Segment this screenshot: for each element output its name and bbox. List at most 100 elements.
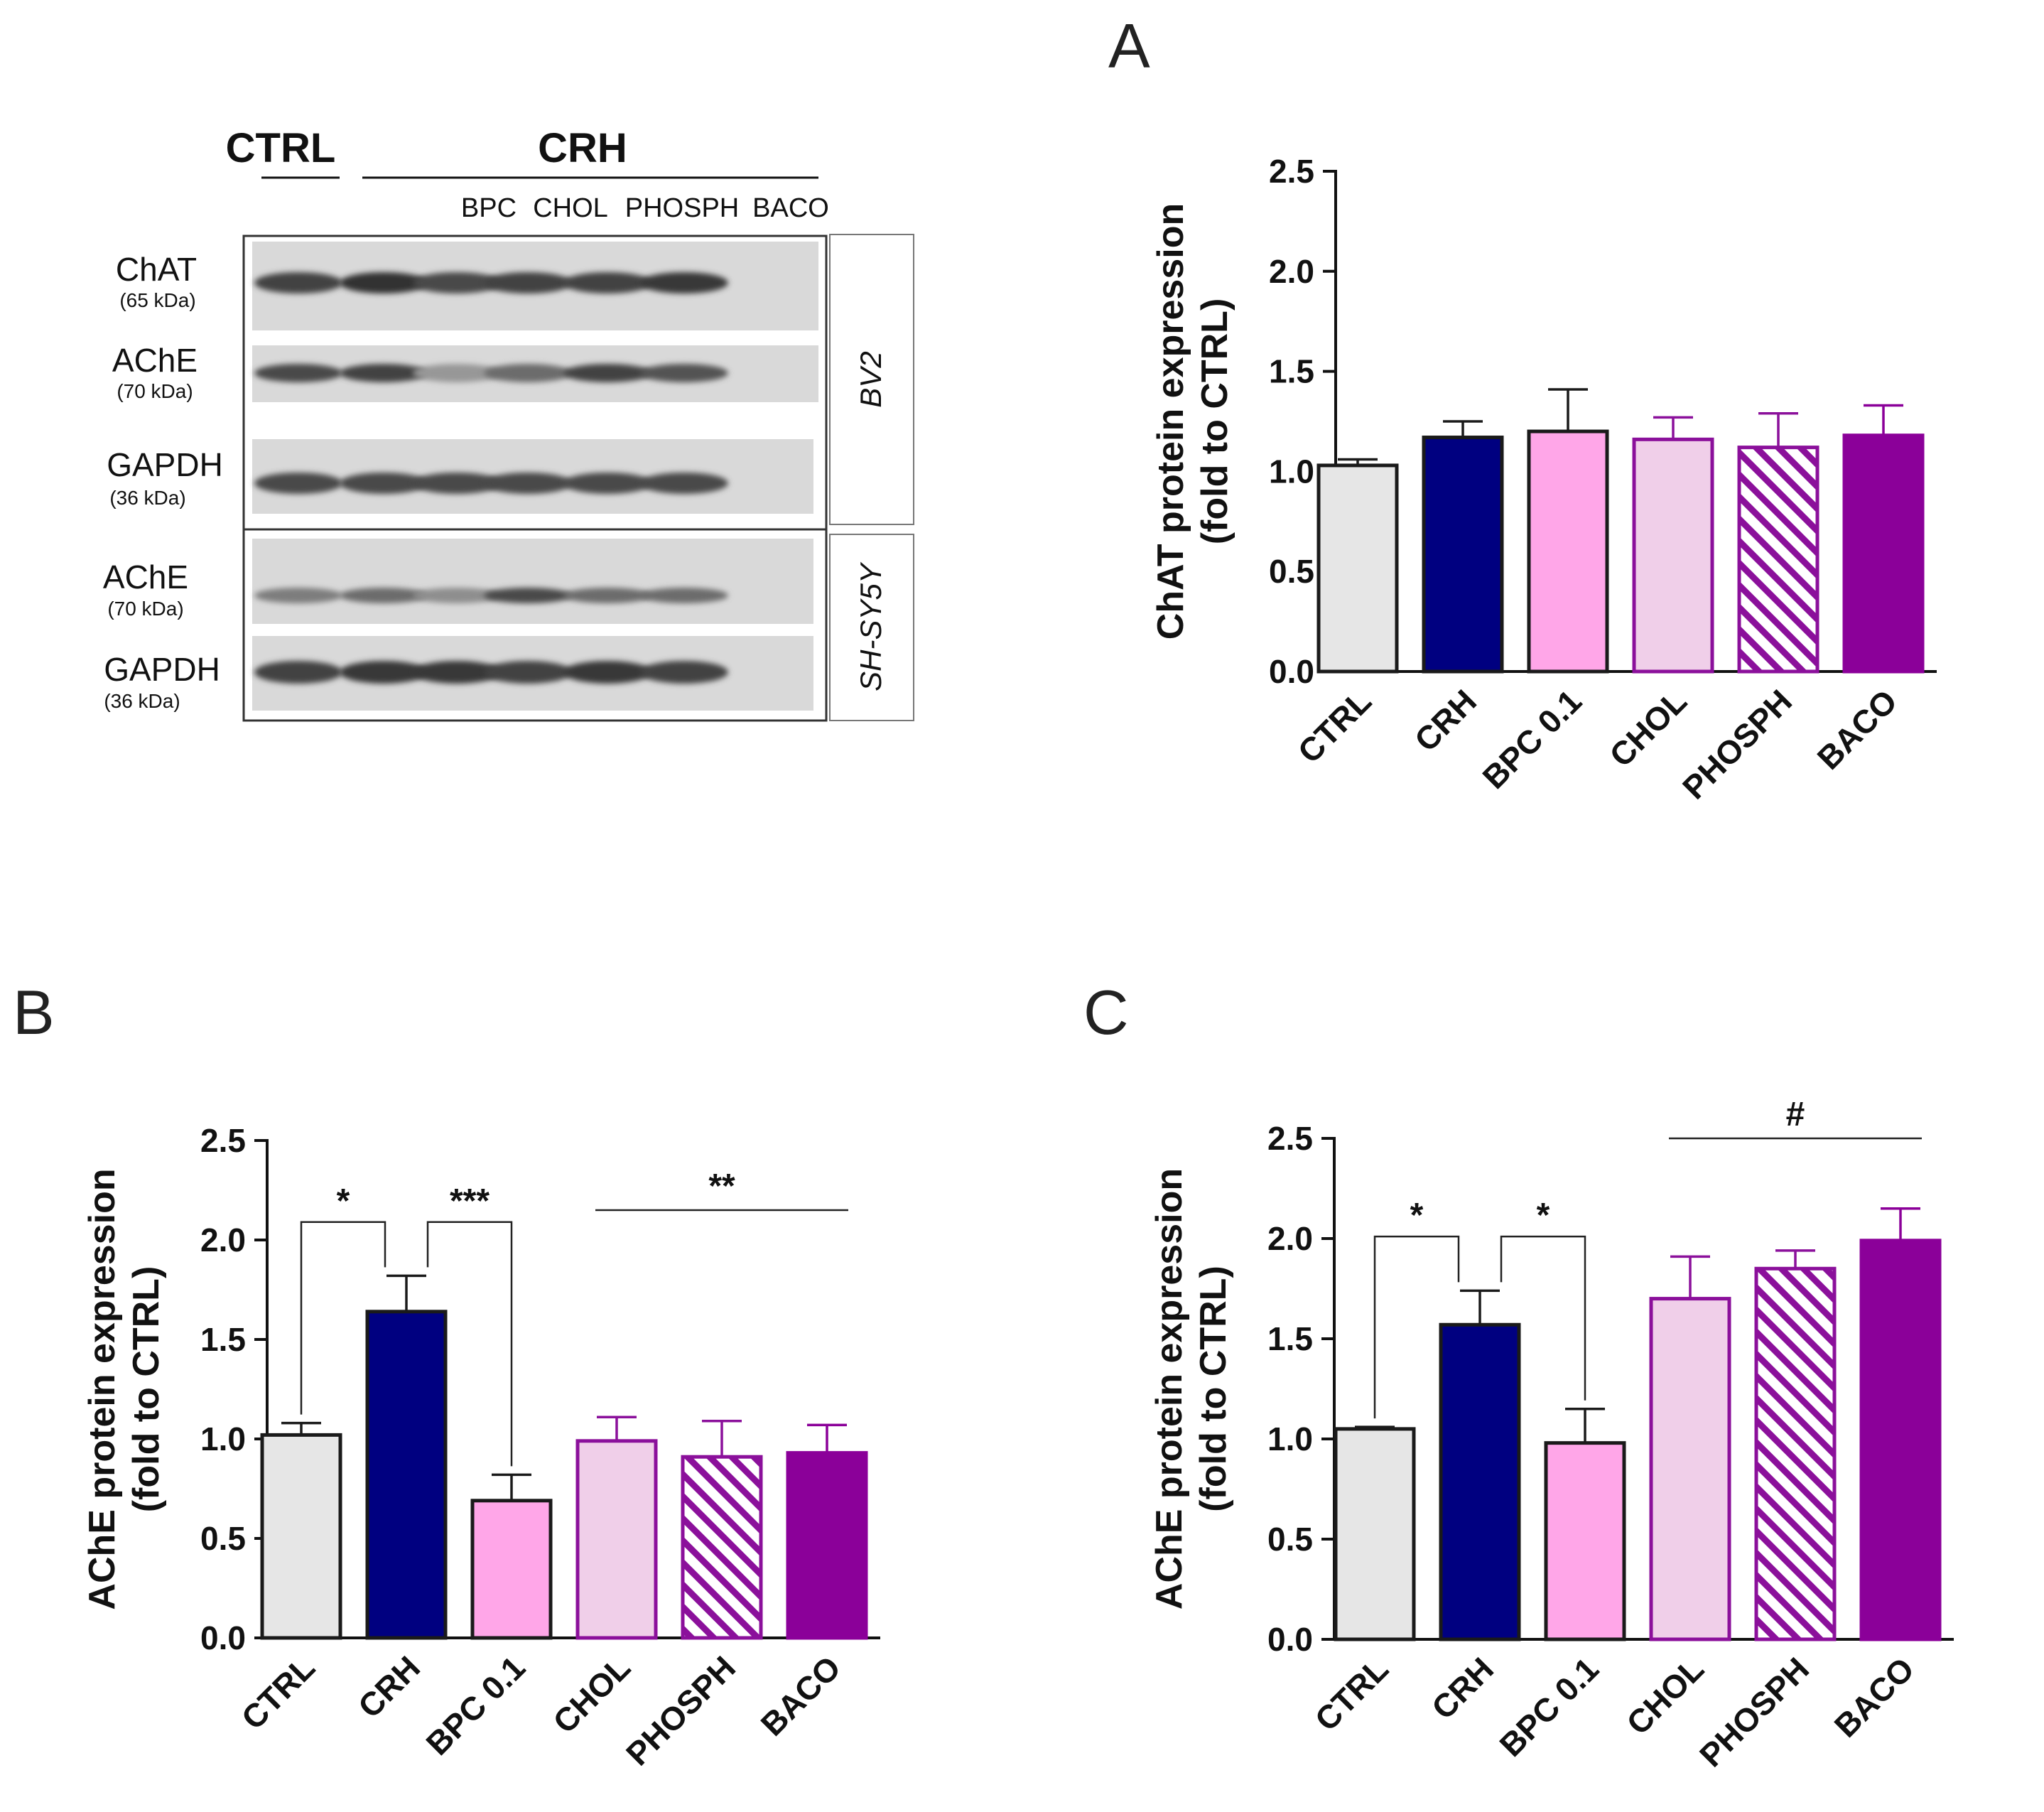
blot-band (254, 473, 342, 494)
blot-band (254, 588, 342, 603)
blot-lane-label: PHOSPH (625, 193, 739, 223)
y-tick-label: 0.5 (1269, 553, 1314, 590)
blot-band (484, 588, 572, 603)
y-tick-label: 1.5 (200, 1321, 246, 1358)
blot-band (340, 661, 428, 684)
western-blot: CTRL CRH BPC CHOL PHOSPH BACO ChAT (65 k… (103, 125, 914, 722)
y-tick-label: 0.5 (200, 1520, 246, 1557)
significance-bracket (300, 1221, 386, 1415)
bar (260, 1433, 342, 1640)
bar (786, 1451, 868, 1640)
y-axis-label: (fold to CTRL) (126, 1266, 167, 1513)
bar (1334, 1427, 1416, 1641)
blot-band (340, 588, 428, 603)
cell-line-box-shsy5y (829, 534, 914, 721)
blot-band (563, 661, 651, 684)
x-tick-label: BPC 0.1 (1475, 682, 1589, 796)
y-tick-label: 2.0 (1269, 253, 1314, 290)
blot-band (413, 661, 501, 684)
y-axis-label: (fold to CTRL) (1194, 298, 1235, 545)
x-tick-label: BPC 0.1 (1492, 1650, 1606, 1764)
cell-line-label-shsy5y: SH-SY5Y (854, 561, 887, 691)
blot-band (413, 364, 501, 382)
bar (1439, 1322, 1521, 1641)
significance-bracket (426, 1221, 513, 1467)
bar (1754, 1266, 1837, 1641)
blot-band (340, 473, 428, 494)
y-tick-label: 0.0 (200, 1619, 246, 1656)
panel-letter-c: C (1083, 977, 1129, 1047)
bar (1544, 1441, 1626, 1641)
x-tick-label: PHOSPH (1692, 1650, 1816, 1774)
chart-panel-a: ChAT protein expression (fold to CTRL) 0.0… (1150, 153, 1937, 806)
x-tick-label: PHOSPH (1675, 682, 1799, 806)
bar (470, 1499, 553, 1640)
blot-strip (252, 539, 813, 624)
y-tick-label: 1.5 (1269, 353, 1314, 390)
blot-band (484, 661, 572, 684)
bar (1859, 1239, 1942, 1641)
blot-band (484, 272, 572, 293)
y-tick-label: 1.5 (1267, 1320, 1313, 1357)
y-axis-label: (fold to CTRL) (1193, 1266, 1234, 1512)
y-tick-label: 2.5 (1269, 153, 1314, 190)
y-axis-label: ChAT protein expression (1150, 203, 1191, 640)
blot-group-ctrl: CTRL (226, 125, 336, 171)
blot-band (340, 272, 428, 293)
chart-panel-c: AChE protein expression (fold to CTRL) 0.0… (1149, 1096, 1954, 1774)
y-tick-label: 0.5 (1267, 1521, 1313, 1558)
blot-band (413, 272, 501, 293)
blot-band (254, 272, 342, 293)
blot-band (413, 588, 501, 603)
y-tick-label: 1.0 (1267, 1420, 1313, 1457)
significance-label: *** (450, 1182, 490, 1220)
blot-row-kda: (36 kDa) (109, 487, 185, 509)
x-tick-label: CTRL (1308, 1650, 1395, 1737)
y-tick-label: 1.0 (200, 1420, 246, 1457)
y-tick-label: 2.0 (200, 1222, 246, 1258)
bar (1842, 433, 1925, 674)
blot-band (640, 272, 728, 293)
x-tick-label: BACO (1810, 682, 1905, 777)
x-tick-label: CHOL (1619, 1650, 1711, 1742)
blot-band (640, 588, 728, 603)
blot-row-name: GAPDH (104, 651, 220, 688)
x-tick-label: BPC 0.1 (418, 1649, 532, 1762)
y-tick-label: 0.0 (1269, 653, 1314, 690)
blot-lane-label: BPC (461, 193, 517, 223)
blot-lane-label: CHOL (533, 193, 608, 223)
blot-band (254, 661, 342, 684)
panel-letter-b: B (13, 977, 55, 1047)
blot-band (563, 364, 651, 382)
x-tick-label: CTRL (1291, 682, 1378, 770)
blot-group-crh: CRH (538, 125, 627, 171)
cell-line-box-bv2 (829, 234, 914, 525)
significance-label: * (1537, 1197, 1550, 1234)
x-tick-label: PHOSPH (619, 1649, 742, 1772)
bar (365, 1310, 448, 1640)
blot-frame (242, 234, 828, 722)
bar (1632, 437, 1714, 674)
bar (681, 1455, 763, 1640)
bar (1316, 463, 1399, 674)
blot-row-kda: (65 kDa) (119, 289, 195, 311)
blot-row-name: AChE (112, 342, 198, 379)
bar (1422, 436, 1504, 674)
x-tick-label: BACO (754, 1649, 848, 1743)
significance-label: * (337, 1182, 350, 1220)
significance-label: * (1410, 1197, 1424, 1234)
y-axis-label: AChE protein expression (1149, 1168, 1190, 1609)
y-tick-label: 2.0 (1267, 1220, 1313, 1257)
blot-row-name: GAPDH (107, 446, 223, 483)
chart-panel-b: AChE protein expression (fold to CTRL) 0.0… (82, 1122, 880, 1772)
blot-row-kda: (70 kDa) (117, 380, 193, 402)
blot-row-name: AChE (103, 559, 188, 595)
y-axis-label: AChE protein expression (82, 1168, 123, 1609)
blot-band (563, 272, 651, 293)
y-tick-label: 2.5 (200, 1122, 246, 1159)
cell-line-label-bv2: BV2 (854, 351, 887, 407)
y-tick-label: 2.5 (1267, 1120, 1313, 1157)
blot-band (413, 473, 501, 494)
bar (1737, 446, 1819, 674)
